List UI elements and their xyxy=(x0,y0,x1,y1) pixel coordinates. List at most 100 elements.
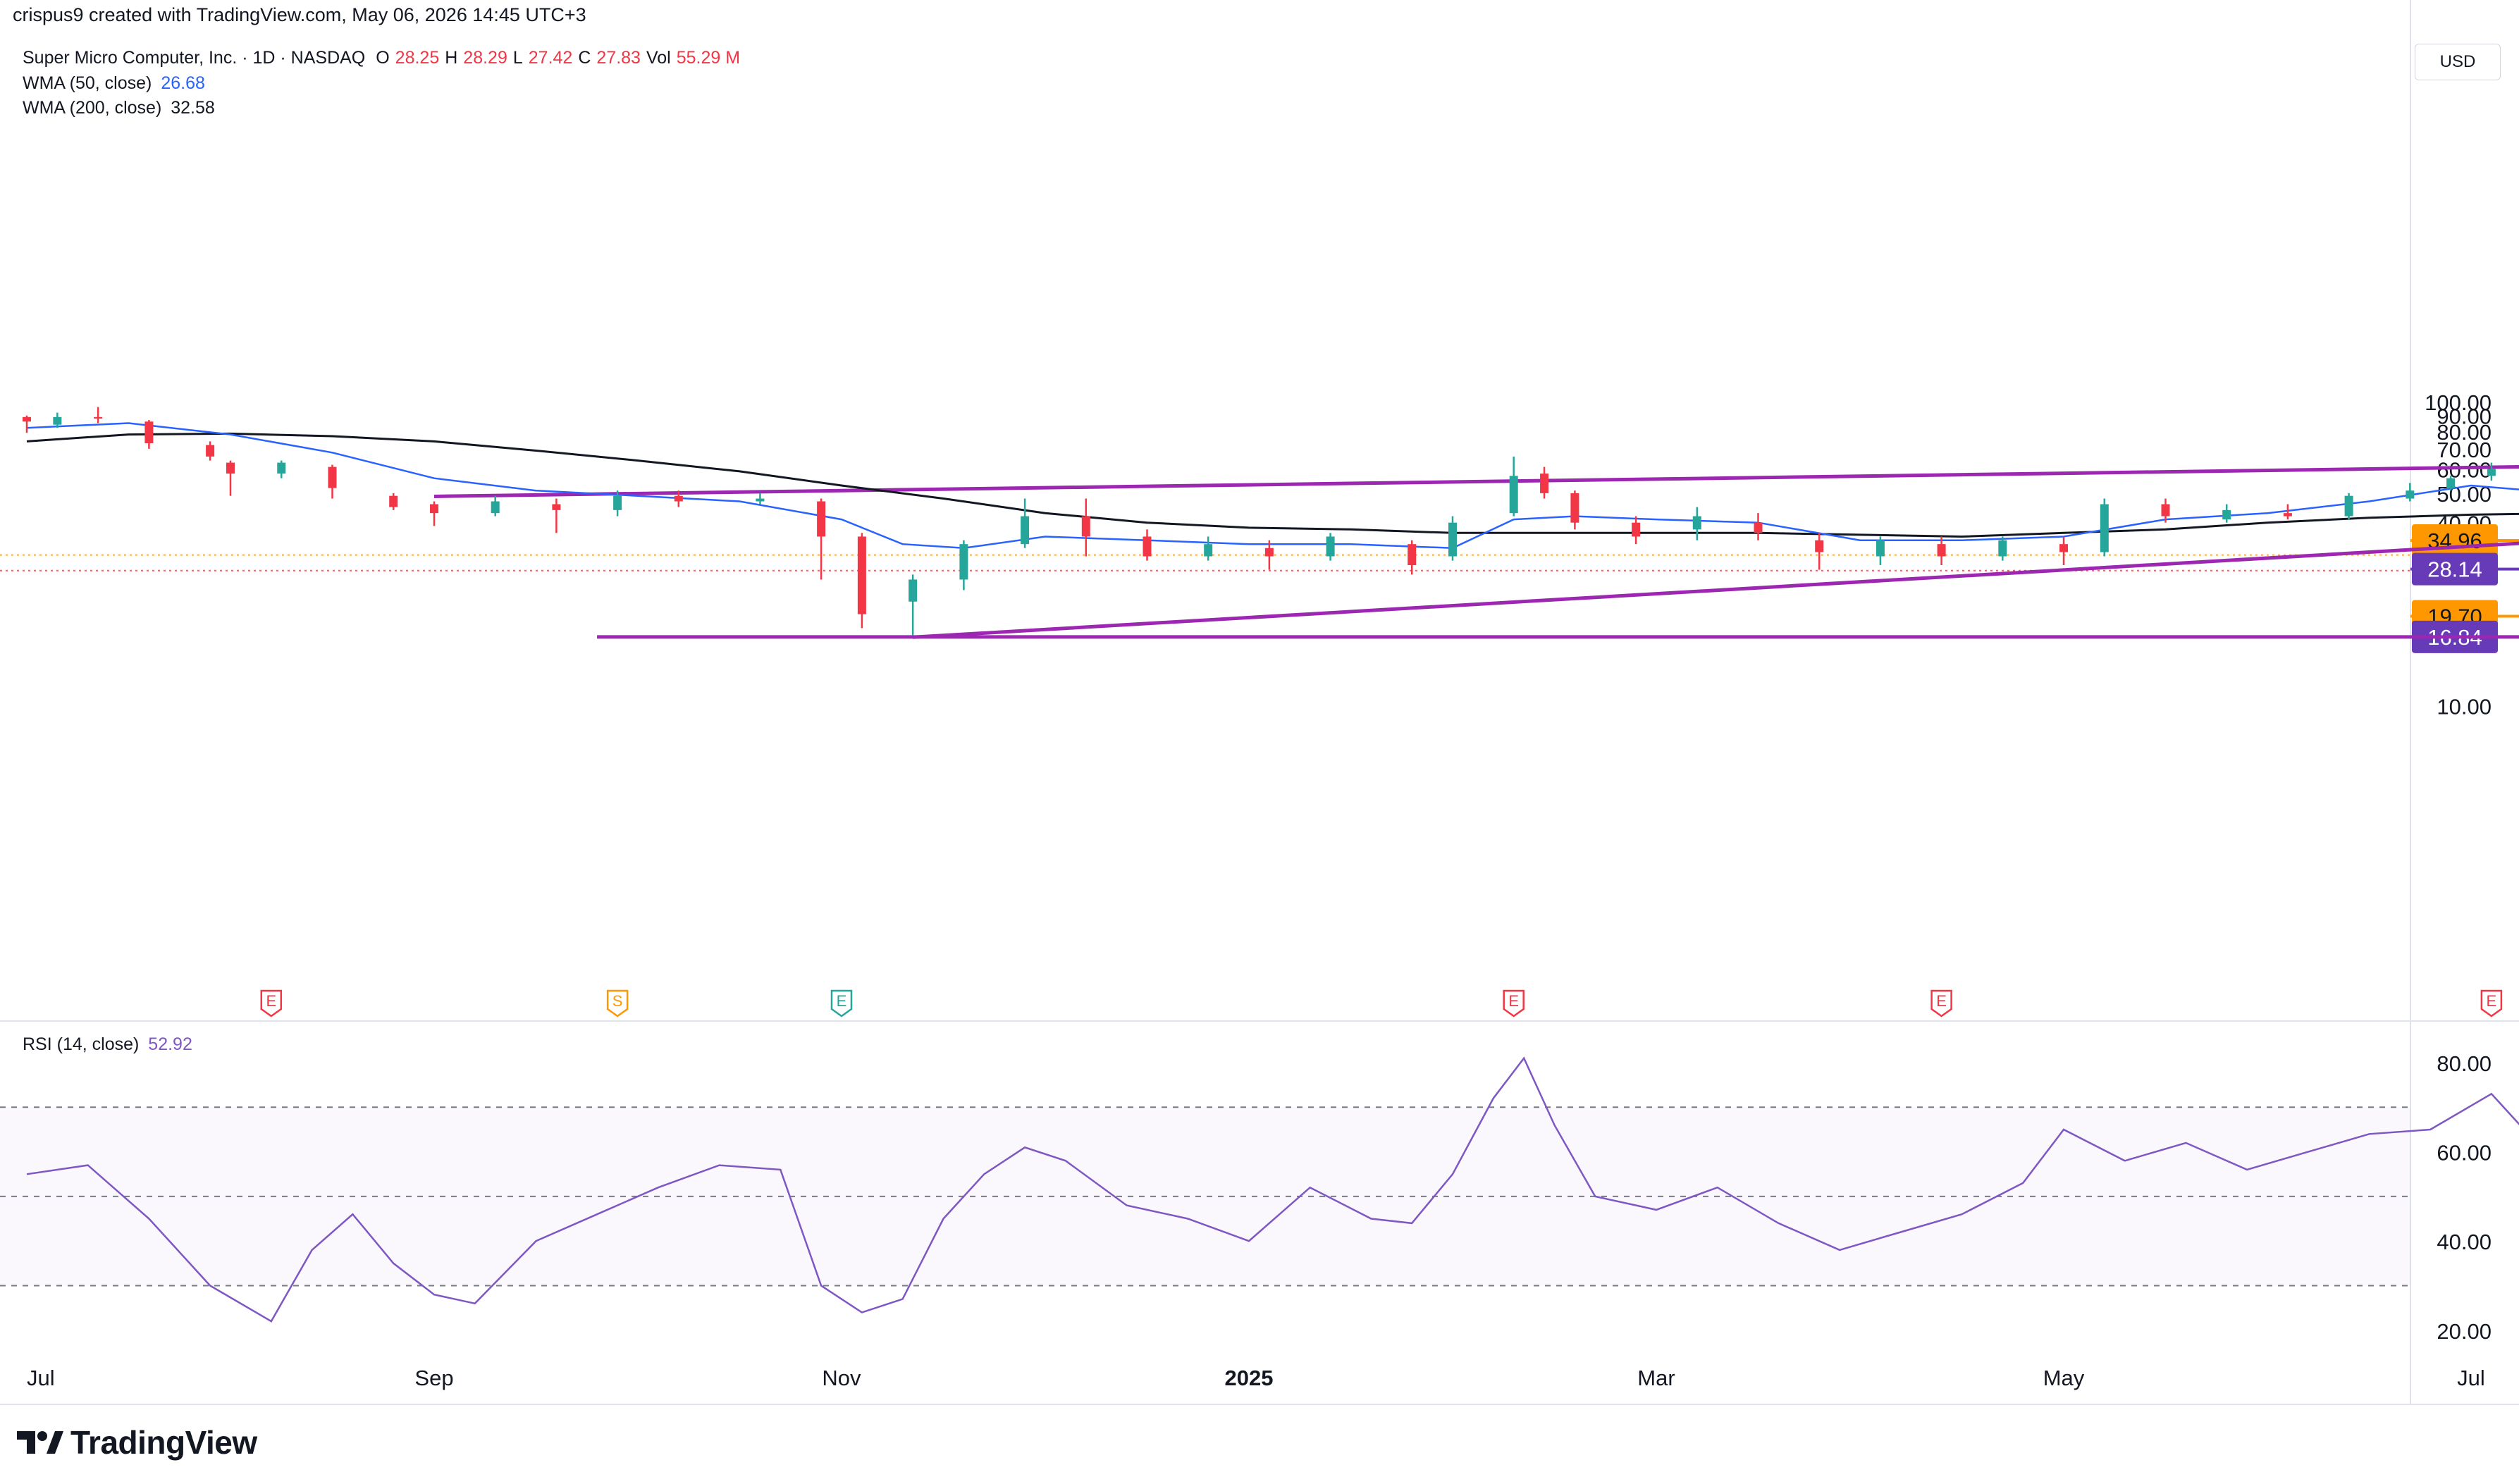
wma200-line xyxy=(26,432,2519,538)
level-price-label: 28.14 xyxy=(2427,557,2482,582)
wma200-legend[interactable]: WMA (200, close) 32.58 xyxy=(23,98,215,118)
wma50-label: WMA (50, close) xyxy=(23,73,152,93)
rsi-value: 52.92 xyxy=(148,1034,192,1054)
ohlc-value: 28.25 xyxy=(395,48,440,68)
candle-body xyxy=(2283,513,2292,517)
rsi-label: RSI (14, close) xyxy=(23,1034,140,1054)
rsi-line xyxy=(26,1056,2519,1323)
wma50-line xyxy=(26,422,2519,550)
price-tick-label: 100.00 xyxy=(2425,390,2492,415)
candle-body xyxy=(1326,536,1335,557)
earnings-event-marker xyxy=(2480,989,2503,1018)
candle-body xyxy=(1081,516,1090,537)
tradingview-logo[interactable]: TradingView xyxy=(16,1423,257,1461)
split-event-marker xyxy=(606,989,629,1018)
candle-body xyxy=(1408,544,1417,565)
price-tick-label: 50.00 xyxy=(2437,482,2492,507)
ohlc-values: O 28.25 H 28.29 L 27.42 C 27.83 Vol 55.29 M xyxy=(376,48,746,68)
ohlc-label: H xyxy=(445,48,458,68)
candle-body xyxy=(1815,540,1824,552)
rsi-tick-label: 60.00 xyxy=(2437,1141,2492,1165)
candle-body xyxy=(2059,544,2068,552)
trendline xyxy=(433,464,2519,498)
ohlc-label: C xyxy=(578,48,591,68)
candle-body xyxy=(144,421,154,443)
chart-credit: crispus9 created with TradingView.com, M… xyxy=(13,4,586,25)
candle-body xyxy=(2446,478,2456,488)
symbol-legend: Super Micro Computer, Inc. · 1D · NASDAQ… xyxy=(23,48,751,68)
candle-body xyxy=(23,416,31,422)
event-marker-letter: E xyxy=(266,992,276,1010)
candle-body xyxy=(2100,504,2109,552)
candle-body xyxy=(2161,504,2170,517)
candle-body xyxy=(909,579,918,602)
ohlc-value: 55.29 M xyxy=(676,48,741,68)
currency-button[interactable]: USD xyxy=(2415,44,2501,80)
time-axis-label: Jul xyxy=(2457,1366,2485,1390)
candle-body xyxy=(1692,516,1701,530)
candle-body xyxy=(2406,490,2415,499)
candle-body xyxy=(430,504,438,514)
candle-body xyxy=(94,416,103,419)
time-axis-label: Sep xyxy=(414,1366,453,1390)
ohlc-value: 27.42 xyxy=(528,48,573,68)
candle-body xyxy=(2487,469,2496,476)
event-marker-letter: E xyxy=(2487,992,2497,1010)
wma50-legend[interactable]: WMA (50, close) 26.68 xyxy=(23,73,205,94)
ohlc-value: 28.29 xyxy=(463,48,507,68)
price-tick-label: 10.00 xyxy=(2437,695,2492,719)
ohlc-value: 27.83 xyxy=(596,48,641,68)
time-axis-label: May xyxy=(2043,1366,2085,1390)
wma50-value: 26.68 xyxy=(161,73,205,93)
event-marker-letter: E xyxy=(1936,992,1947,1010)
candle-body xyxy=(1998,540,2007,557)
candle-body xyxy=(389,495,398,507)
candle-body xyxy=(1509,476,1518,514)
price-tick-label: 70.00 xyxy=(2437,438,2492,462)
candle-body xyxy=(1448,522,1457,557)
ohlc-label: L xyxy=(512,48,523,68)
tradingview-logo-text: TradingView xyxy=(70,1424,257,1461)
candle-body xyxy=(1937,544,1946,557)
rsi-tick-label: 80.00 xyxy=(2437,1051,2492,1076)
candle-body xyxy=(206,445,215,457)
candle-body xyxy=(1143,536,1152,557)
candle-body xyxy=(613,495,622,510)
ohlc-label: O xyxy=(376,48,390,68)
level-price-tag xyxy=(2412,552,2498,586)
price-tick-label: 60.00 xyxy=(2437,458,2492,483)
time-axis-label: 2025 xyxy=(1225,1366,1274,1390)
time-axis-label: Mar xyxy=(1637,1366,1675,1390)
candle-body xyxy=(1754,522,1763,533)
price-tick-label: 90.00 xyxy=(2437,404,2492,429)
trendline xyxy=(913,541,2519,639)
candle-body xyxy=(756,498,765,502)
symbol-title[interactable]: Super Micro Computer, Inc. · 1D · NASDAQ xyxy=(23,48,366,68)
candle-body xyxy=(226,462,235,474)
candle-body xyxy=(552,504,561,510)
event-marker-letter: E xyxy=(837,992,847,1010)
earnings-event-marker xyxy=(1930,989,1952,1018)
ohlc-label: Vol xyxy=(646,48,671,68)
candle-body xyxy=(1570,493,1579,523)
event-marker-letter: E xyxy=(1508,992,1519,1010)
rsi-legend[interactable]: RSI (14, close) 52.92 xyxy=(23,1034,192,1055)
candle-body xyxy=(817,501,826,537)
wma200-value: 32.58 xyxy=(171,98,215,118)
event-marker-letter: S xyxy=(612,992,623,1010)
time-axis-label: Jul xyxy=(27,1366,55,1390)
candle-body xyxy=(959,544,968,580)
candle-body xyxy=(328,466,337,488)
earnings-event-marker xyxy=(1503,989,1525,1018)
candle-body xyxy=(674,495,683,502)
candle-body xyxy=(1264,548,1274,557)
earnings-event-marker xyxy=(260,989,283,1018)
rsi-tick-label: 40.00 xyxy=(2437,1230,2492,1254)
time-axis-label: Nov xyxy=(822,1366,861,1390)
candle-body xyxy=(1204,544,1213,557)
candle-body xyxy=(53,416,62,425)
candle-body xyxy=(857,536,866,614)
candle-body xyxy=(2222,509,2231,520)
